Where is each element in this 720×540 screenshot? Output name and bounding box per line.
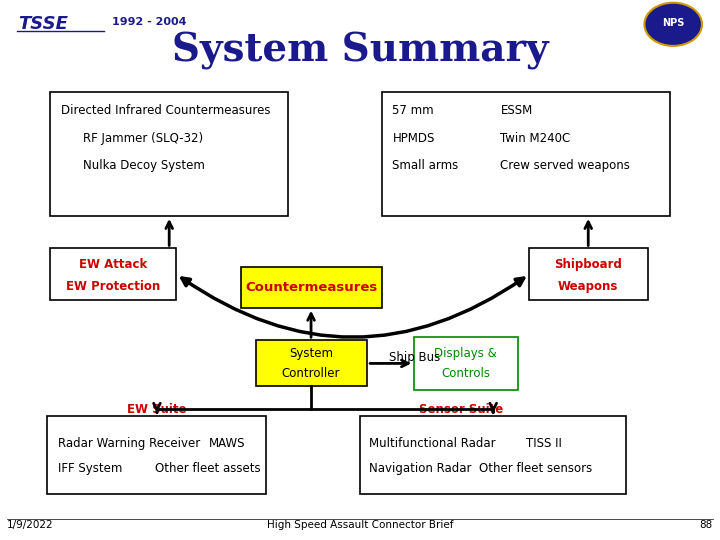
Circle shape bbox=[644, 3, 702, 46]
Text: System: System bbox=[289, 347, 333, 360]
Text: EW Attack: EW Attack bbox=[79, 258, 147, 271]
Text: ESSM: ESSM bbox=[500, 104, 533, 117]
Text: Controller: Controller bbox=[282, 367, 341, 380]
Text: Shipboard: Shipboard bbox=[554, 258, 622, 271]
Text: TISS II: TISS II bbox=[526, 437, 562, 450]
Text: 88: 88 bbox=[700, 520, 713, 530]
Text: Small arms: Small arms bbox=[392, 159, 459, 172]
Text: Directed Infrared Countermeasures: Directed Infrared Countermeasures bbox=[61, 104, 271, 117]
Text: HPMDS: HPMDS bbox=[392, 132, 435, 145]
Text: 1/9/2022: 1/9/2022 bbox=[7, 520, 54, 530]
Bar bbox=[382, 92, 670, 216]
Text: 57 mm: 57 mm bbox=[392, 104, 434, 117]
Bar bbox=[50, 248, 176, 300]
Text: NPS: NPS bbox=[662, 18, 685, 28]
Text: 1992 - 2004: 1992 - 2004 bbox=[112, 17, 186, 26]
Text: Crew served weapons: Crew served weapons bbox=[500, 159, 630, 172]
Bar bbox=[241, 267, 382, 308]
Text: Twin M240C: Twin M240C bbox=[500, 132, 571, 145]
Bar bbox=[414, 337, 518, 390]
Text: IFF System: IFF System bbox=[58, 462, 122, 475]
Text: EW Suite: EW Suite bbox=[127, 403, 186, 416]
Text: System Summary: System Summary bbox=[171, 32, 549, 70]
Text: Sensor Suite: Sensor Suite bbox=[418, 403, 503, 416]
Text: Countermeasures: Countermeasures bbox=[245, 281, 377, 294]
Text: MAWS: MAWS bbox=[209, 437, 246, 450]
Text: Other fleet sensors: Other fleet sensors bbox=[479, 462, 592, 475]
Text: High Speed Assault Connector Brief: High Speed Assault Connector Brief bbox=[266, 520, 454, 530]
Bar bbox=[360, 416, 626, 494]
Text: Controls: Controls bbox=[441, 367, 490, 380]
Text: Ship Bus: Ship Bus bbox=[389, 351, 440, 364]
Bar bbox=[256, 340, 367, 386]
Bar bbox=[50, 92, 288, 216]
Text: Displays &: Displays & bbox=[434, 347, 498, 360]
Text: TSSE: TSSE bbox=[18, 15, 68, 33]
Text: EW Protection: EW Protection bbox=[66, 280, 160, 293]
Bar bbox=[529, 248, 648, 300]
Text: Navigation Radar: Navigation Radar bbox=[369, 462, 472, 475]
Text: Multifunctional Radar: Multifunctional Radar bbox=[369, 437, 496, 450]
Text: Weapons: Weapons bbox=[558, 280, 618, 293]
FancyArrowPatch shape bbox=[182, 278, 523, 337]
Text: Other fleet assets: Other fleet assets bbox=[155, 462, 261, 475]
Text: RF Jammer (SLQ-32): RF Jammer (SLQ-32) bbox=[83, 132, 203, 145]
Text: Nulka Decoy System: Nulka Decoy System bbox=[83, 159, 204, 172]
Text: Radar Warning Receiver: Radar Warning Receiver bbox=[58, 437, 200, 450]
Bar bbox=[47, 416, 266, 494]
